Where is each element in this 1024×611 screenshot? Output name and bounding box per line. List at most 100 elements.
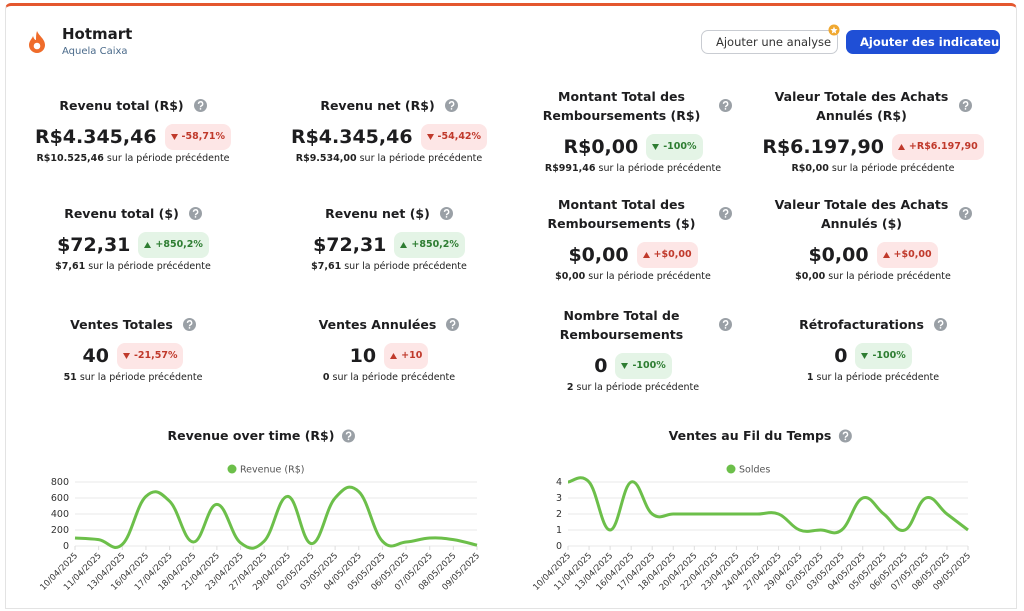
metric-value: 0 <box>834 345 848 367</box>
metric-label: Revenu net (R$) <box>320 98 435 113</box>
change-text: +R$6.197,90 <box>908 140 978 152</box>
metric-value: R$6.197,90 <box>762 135 884 158</box>
new-badge <box>828 24 840 36</box>
change-badge: -58,71% <box>164 124 232 150</box>
help-glyph <box>345 431 352 438</box>
button-label: Ajouter une analyse <box>716 35 832 49</box>
add-indicators-button[interactable]: Ajouter des indicateurs <box>846 30 1012 54</box>
previous-label: sur la période précédente <box>332 372 456 383</box>
previous-row: 0 sur la période précédente <box>323 372 455 383</box>
help-icon[interactable] <box>182 318 196 331</box>
change-badge: +10 <box>384 343 429 369</box>
previous-value: $0,00 <box>555 270 586 282</box>
change-text: -100% <box>663 140 697 152</box>
previous-value: R$991,46 <box>544 162 596 174</box>
help-icon[interactable] <box>444 99 458 112</box>
metric-value-row: $72,31 +850,2% <box>313 232 465 258</box>
metric-value-row: 10 +10 <box>350 343 429 369</box>
metric-header: Valeur Totale des Achats Annulés (R$) <box>774 87 972 125</box>
legend-label: Revenue (R$) <box>240 465 304 476</box>
previous-value: 0 <box>322 372 330 383</box>
trend-arrow <box>170 134 178 140</box>
trend-arrow <box>122 353 130 359</box>
metric-header: Ventes Annulées <box>319 315 460 334</box>
trend-arrow <box>861 353 869 359</box>
help-icon[interactable] <box>959 99 972 112</box>
metric-header: Revenu total ($) <box>64 204 202 223</box>
previous-label: sur la période précédente <box>359 153 483 164</box>
metric-label: Valeur Totale des Achats Annulés (R$) <box>774 88 949 123</box>
series-line <box>74 485 478 550</box>
change-badge: +R$6.197,90 <box>891 133 984 160</box>
y-tick-label: 400 <box>51 509 69 520</box>
previous-value: 2 <box>566 381 574 393</box>
metric-header: Revenu total (R$) <box>59 96 207 115</box>
metric-card: Montant Total des Remboursements ($) $0,0… <box>513 188 753 288</box>
add-analysis-button[interactable]: Ajouter une analyse <box>701 30 838 54</box>
metric-card: Revenu net ($) $72,31 +850,2% $7,61 sur la … <box>269 188 509 288</box>
metric-card: Nombre Total de Remboursements 0 -100% 2 su… <box>513 299 753 399</box>
metric-header: Ventes Totales <box>70 315 196 334</box>
metric-header: Nombre Total de Remboursements <box>534 306 732 344</box>
help-icon[interactable] <box>838 429 852 443</box>
help-icon[interactable] <box>446 318 460 331</box>
y-tick-label: 200 <box>51 525 69 536</box>
y-tick-label: 800 <box>51 477 69 488</box>
y-tick-label: 4 <box>556 477 562 488</box>
previous-row: $0,00 sur la période précédente <box>555 271 711 282</box>
help-icon[interactable] <box>193 99 207 112</box>
change-badge: +$0,00 <box>636 241 698 268</box>
help-icon[interactable] <box>188 207 202 220</box>
change-text: -100% <box>872 350 906 361</box>
metric-label: Ventes Annulées <box>318 317 437 332</box>
change-text: -21,57% <box>133 350 178 361</box>
legend-swatch <box>726 464 736 474</box>
help-icon[interactable] <box>341 429 355 443</box>
legend-swatch <box>227 464 237 474</box>
metric-header: Montant Total des Remboursements ($) <box>534 195 732 233</box>
legend-label: Soldes <box>739 465 770 476</box>
previous-row: $7,61 sur la période précédente <box>55 261 211 272</box>
change-text: +$0,00 <box>893 248 932 260</box>
help-circle <box>341 429 355 443</box>
metric-value: 0 <box>594 354 608 377</box>
metric-label: Revenu total ($) <box>64 206 179 221</box>
metric-value: $72,31 <box>313 234 387 256</box>
help-icon[interactable] <box>439 207 453 220</box>
previous-row: 51 sur la période précédente <box>64 372 203 383</box>
y-tick-label: 1 <box>556 525 562 536</box>
trend-arrow <box>144 242 152 248</box>
metric-header: Montant Total des Remboursements (R$) <box>534 87 732 125</box>
help-dot <box>347 438 350 441</box>
change-badge: -21,57% <box>116 343 184 369</box>
metric-value-row: 0 -100% <box>834 343 912 369</box>
trend-arrow <box>897 143 905 150</box>
metric-label: Montant Total des Remboursements ($) <box>547 196 696 231</box>
previous-row: 2 sur la période précédente <box>567 382 699 393</box>
previous-row: $0,00 sur la période précédente <box>795 271 951 282</box>
trend-arrow <box>390 353 398 359</box>
previous-row: $7,61 sur la période précédente <box>311 261 467 272</box>
help-icon[interactable] <box>719 207 732 220</box>
change-text: -54,42% <box>437 131 482 142</box>
metric-value-row: R$0,00 -100% <box>563 133 703 160</box>
metric-label: Nombre Total de Remboursements <box>559 307 684 342</box>
y-tick-label: 0 <box>556 541 562 552</box>
change-badge: -100% <box>855 343 912 369</box>
metric-value: R$4.345,46 <box>34 126 157 148</box>
metric-card: Rétrofacturations 0 -100% 1 sur la période … <box>753 299 993 399</box>
trend-arrow <box>882 251 890 258</box>
metric-card: Ventes Totales 40 -21,57% 51 sur la période… <box>13 299 253 399</box>
help-icon[interactable] <box>959 207 972 220</box>
help-icon[interactable] <box>933 318 947 331</box>
previous-row: R$991,46 sur la période précédente <box>545 163 721 174</box>
y-tick-label: 0 <box>63 541 69 552</box>
help-icon[interactable] <box>719 99 732 112</box>
app-subtitle: Aquela Caixa <box>62 46 128 57</box>
metric-label: Revenu net ($) <box>325 206 430 221</box>
previous-label: sur la période précédente <box>598 162 722 174</box>
y-tick-label: 3 <box>556 493 562 504</box>
help-icon[interactable] <box>719 318 732 331</box>
metric-label: Revenu total (R$) <box>59 98 184 113</box>
metric-card: Revenu net (R$) R$4.345,46 -54,42% R$9.534,… <box>269 80 509 180</box>
